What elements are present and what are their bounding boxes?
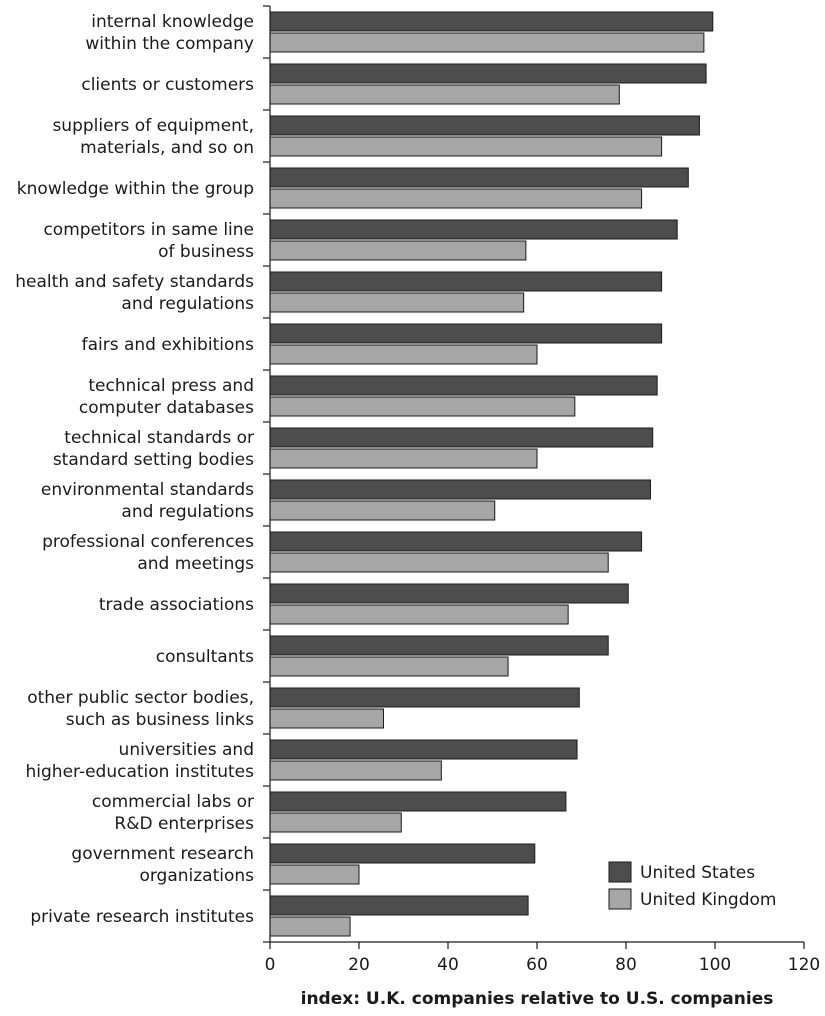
legend-label-united-states: United States [640,863,755,883]
bar-united-kingdom [269,916,351,937]
bar-united-states [269,323,663,344]
bar-united-states [269,895,529,916]
bars [269,11,714,937]
bar-united-states [269,479,651,500]
bar-united-states [269,427,654,448]
bar-united-states [269,375,658,396]
legend-label-united-kingdom: United Kingdom [640,890,776,910]
x-axis-title: index: U.K. companies relative to U.S. c… [301,989,774,1009]
category-label: and regulations [121,502,254,522]
bar-united-states [269,791,567,812]
bar-united-kingdom [269,396,576,417]
category-label: health and safety standards [15,272,254,292]
category-label: universities and [119,740,254,760]
category-label: organizations [139,866,254,886]
category-label: other public sector bodies, [27,688,254,708]
bar-united-kingdom [269,864,360,885]
category-label: knowledge within the group [17,179,254,199]
category-label: environmental standards [41,480,254,500]
category-label: technical standards or [64,428,254,448]
x-axis: 0 20 40 60 80 100 120 [265,941,820,975]
bar-united-states [269,115,700,136]
legend-swatch-united-states [608,861,632,883]
category-label: and regulations [121,294,254,314]
bar-united-kingdom [269,292,525,313]
bar-united-states [269,167,689,188]
x-tick-label: 0 [265,955,276,975]
bar-united-kingdom [269,448,538,469]
bar-united-states [269,219,678,240]
bar-united-kingdom [269,136,663,157]
bar-united-states [269,583,629,604]
x-tick-label: 40 [437,955,459,975]
category-label: government research [71,844,254,864]
bar-united-kingdom [269,240,527,261]
bar-united-kingdom [269,812,402,833]
legend: United States United Kingdom [608,861,776,910]
bar-united-states [269,635,609,656]
category-label: such as business links [66,710,254,730]
category-label: standard setting bodies [53,450,254,470]
category-label: competitors in same line [43,220,254,240]
category-label: professional conferences [42,532,254,552]
x-tick-label: 60 [526,955,548,975]
category-label: fairs and exhibitions [82,335,255,355]
bar-united-kingdom [269,188,643,209]
bar-united-kingdom [269,656,509,677]
bar-united-kingdom [269,604,569,625]
category-label: clients or customers [81,75,254,95]
x-tick-label: 80 [615,955,637,975]
category-label: consultants [156,647,254,667]
x-tick-label: 100 [699,955,731,975]
bar-united-kingdom [269,32,705,53]
bar-united-kingdom [269,708,384,729]
category-label: suppliers of equipment, [52,116,254,136]
bar-united-states [269,11,714,32]
category-label: technical press and [88,376,254,396]
bar-united-states [269,271,663,292]
bar-united-kingdom [269,344,538,365]
bar-united-kingdom [269,500,496,521]
x-tick-label: 120 [788,955,820,975]
bar-united-states [269,739,578,760]
bar-united-states [269,843,536,864]
category-label: higher-education institutes [26,762,255,782]
bar-united-kingdom [269,84,620,105]
bar-united-states [269,687,580,708]
category-label: materials, and so on [80,138,254,158]
category-label: within the company [85,34,254,54]
category-label: R&D enterprises [114,814,254,834]
category-label: trade associations [99,595,254,615]
x-tick-label: 20 [348,955,370,975]
category-label: commercial labs or [92,792,254,812]
category-label: computer databases [79,398,254,418]
y-axis [263,5,271,943]
bar-united-kingdom [269,552,609,573]
bar-united-states [269,63,707,84]
category-label: private research institutes [30,907,254,927]
category-label: and meetings [137,554,254,574]
category-label: of business [158,242,254,262]
legend-swatch-united-kingdom [608,888,632,910]
bar-united-states [269,531,643,552]
category-label: internal knowledge [91,12,254,32]
bar-united-kingdom [269,760,442,781]
